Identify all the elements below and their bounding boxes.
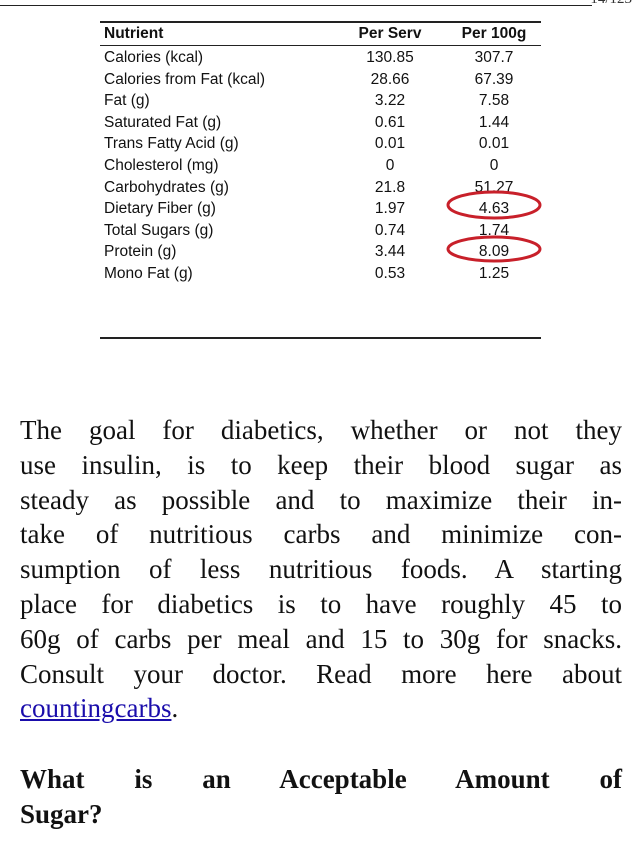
annotations	[446, 190, 542, 263]
cell-value: 130.85	[366, 49, 414, 66]
cell-value: 3.44	[374, 243, 406, 261]
text-line: use insulin, is to keep their blood suga…	[20, 449, 622, 480]
text-line: place for diabetics is to have roughly 4…	[20, 589, 622, 619]
cell-value: 0.01	[478, 135, 510, 153]
cell-value: 1.25	[478, 265, 510, 282]
cell-value: 0.74	[374, 221, 406, 239]
cell-value: 4.63	[478, 200, 510, 218]
page-number: 14/123	[590, 0, 632, 8]
cell-value: 67.39	[474, 70, 514, 88]
cell-value: 0	[385, 157, 395, 174]
cell-value: 1.44	[478, 113, 510, 131]
cell-label: Dietary Fiber (g)	[104, 200, 216, 218]
heading-line: What is an Acceptable Amount of	[20, 764, 622, 794]
cell-label: Protein (g)	[104, 243, 177, 261]
cell-label: Carbohydrates (g)	[104, 178, 229, 196]
cell-label: Saturated Fat (g)	[104, 113, 222, 131]
cell-value: 0.01	[374, 135, 406, 153]
text-line: countingcarbs.	[20, 691, 622, 725]
cell-label: Calories (kcal)	[104, 49, 204, 66]
text-line: Consult your doctor. Read more here abou…	[20, 658, 622, 689]
highlight-circle	[446, 190, 542, 220]
cell-value: 0	[489, 157, 499, 174]
cell-value: 0.61	[374, 113, 406, 131]
cell-value: 1.97	[374, 200, 406, 218]
cell-label: Nutrient	[104, 25, 164, 42]
cell-value: 28.66	[370, 70, 410, 88]
table-rule	[100, 45, 541, 46]
link[interactable]: countingcarbs	[20, 693, 172, 724]
cell-value: Per Serv	[358, 25, 422, 42]
heading-line: Sugar?	[20, 799, 103, 829]
cell-label: Calories from Fat (kcal)	[104, 70, 266, 88]
cell-label: Mono Fat (g)	[104, 265, 193, 282]
cell-value: 0.53	[374, 265, 406, 282]
cell-label: Total Sugars (g)	[104, 221, 214, 239]
cell-value: 7.58	[478, 92, 510, 110]
cell-label: Trans Fatty Acid (g)	[104, 135, 239, 153]
highlight-circle	[446, 235, 542, 263]
text-line: take of nutritious carbs and minimize co…	[20, 519, 622, 550]
text-line: sumption of less nutritious foods. A sta…	[20, 554, 622, 585]
cell-value: 8.09	[478, 243, 510, 261]
text-line: steady as possible and to maximize their…	[20, 484, 622, 515]
text-line: 60g of carbs per meal and 15 to 30g for …	[20, 623, 622, 654]
cell-value: Per 100g	[461, 25, 527, 42]
cell-label: Fat (g)	[104, 92, 150, 110]
cell-value: 1.74	[478, 221, 510, 239]
table-rule	[100, 21, 541, 23]
text-line: The goal for diabetics, whether or not t…	[20, 415, 622, 445]
table-rule	[100, 337, 541, 339]
cell-label: Cholesterol (mg)	[104, 157, 219, 174]
cell-value: 307.7	[474, 49, 514, 66]
top-rule	[0, 5, 592, 6]
cell-value: 3.22	[374, 92, 406, 110]
cell-value: 21.8	[374, 178, 406, 196]
text: .	[171, 693, 179, 724]
